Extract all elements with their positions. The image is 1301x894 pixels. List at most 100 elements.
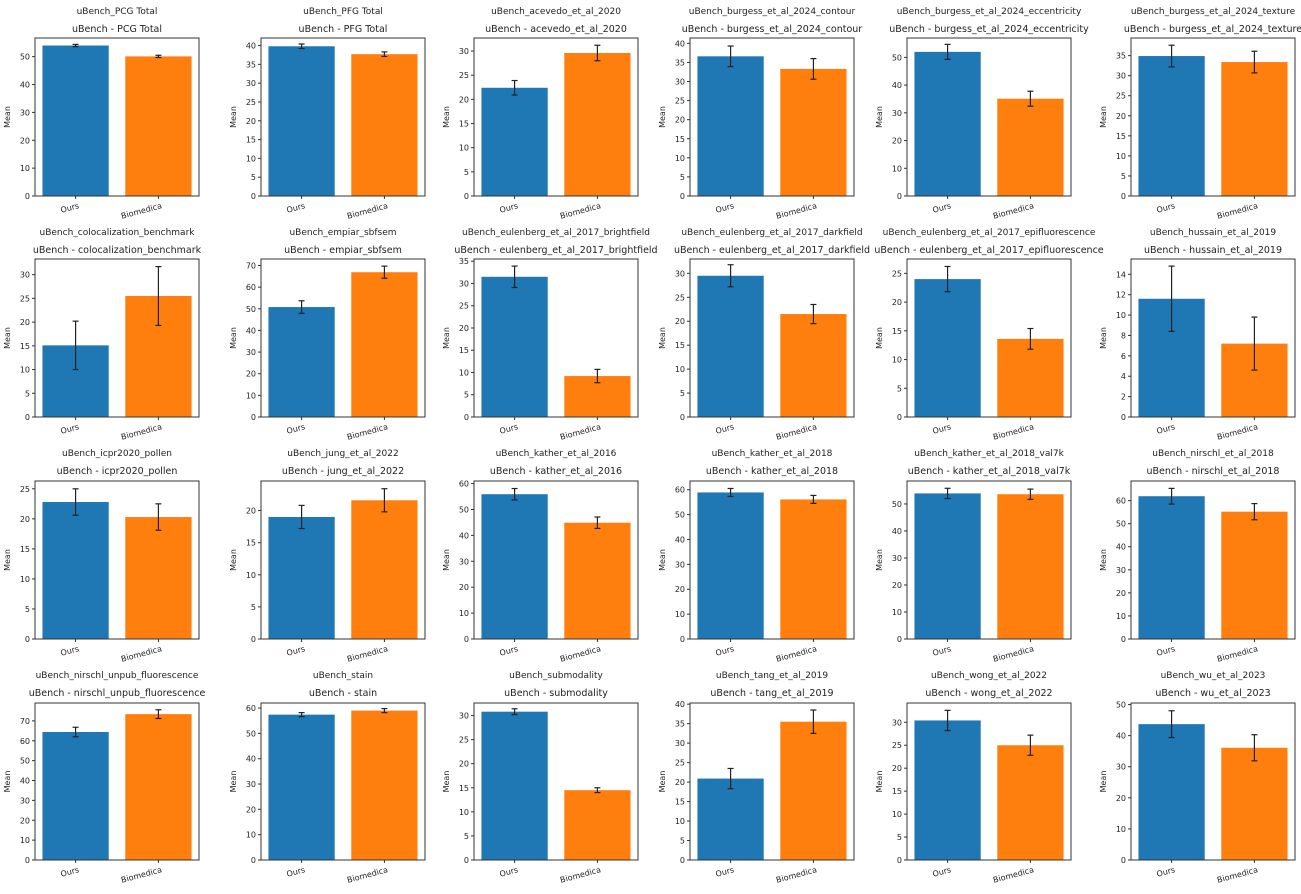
- y-tick-label: 10: [675, 365, 685, 374]
- axes-frame: [906, 702, 1072, 861]
- error-bar: [381, 265, 388, 279]
- error-bar: [944, 709, 951, 732]
- bar-biomedica: [780, 314, 847, 417]
- x-tick-label: Biomedica: [120, 422, 163, 442]
- y-tick-label: 30: [1116, 566, 1126, 575]
- y-tick-label: 5: [897, 833, 902, 842]
- error-bar: [298, 712, 305, 718]
- y-tick-label: 10: [675, 817, 685, 826]
- bar-ours: [1138, 56, 1205, 196]
- error-bar: [1251, 503, 1258, 521]
- y-tick-label: 35: [459, 257, 469, 266]
- y-tick-label: 6: [1121, 352, 1126, 361]
- y-tick-label: 20: [675, 585, 685, 594]
- axes-frame: [906, 258, 1072, 418]
- y-tick-label: 5: [464, 391, 469, 400]
- bar-ours: [697, 492, 764, 639]
- chart-suptitle: uBench_submodality: [509, 671, 603, 681]
- error-bar: [1168, 265, 1175, 332]
- chart-suptitle: uBench_PFG Total: [303, 7, 383, 17]
- error-bar: [1027, 488, 1034, 500]
- y-tick-label: 40: [246, 755, 256, 764]
- y-tick-label: 25: [675, 97, 685, 106]
- bar-biomedica: [564, 52, 631, 196]
- chart-title: uBench - kather_et_al_2016: [490, 466, 622, 477]
- y-axis-label: Mean: [442, 327, 451, 349]
- x-tick-label: Ours: [715, 865, 736, 879]
- x-tick-label: Ours: [932, 201, 953, 215]
- y-tick-label: 15: [892, 787, 902, 796]
- y-tick-label: 15: [892, 327, 902, 336]
- y-tick-label: 0: [897, 192, 902, 201]
- y-axis-label: Mean: [658, 549, 667, 571]
- y-axis-label: Mean: [875, 106, 884, 128]
- bar-ours: [42, 502, 109, 639]
- y-tick-label: 30: [20, 108, 30, 117]
- y-tick-label: 40: [1116, 732, 1126, 741]
- y-tick-label: 50: [892, 500, 902, 509]
- y-tick-label: 50: [20, 757, 30, 766]
- chart-suptitle: uBench_eulenberg_et_al_2017_darkfield: [681, 228, 862, 238]
- x-tick-label: Ours: [1156, 422, 1177, 436]
- y-tick-label: 0: [251, 635, 256, 644]
- y-tick-label: 0: [464, 192, 469, 201]
- y-tick-label: 15: [20, 545, 30, 554]
- axes-frame: [34, 37, 200, 197]
- x-tick-label: Ours: [932, 644, 953, 658]
- y-tick-label: 0: [464, 856, 469, 865]
- chart-suptitle: uBench_empiar_sbfsem: [289, 228, 396, 238]
- chart-panel: uBench_PCG Total uBench - PCG Total 0 10 20 3…: [3, 7, 200, 221]
- x-tick-label: Biomedica: [346, 422, 389, 442]
- x-tick-label: Biomedica: [992, 201, 1035, 221]
- chart-suptitle: uBench_kather_et_al_2018: [712, 449, 833, 459]
- x-tick-label: Ours: [1156, 201, 1177, 215]
- y-tick-label: 10: [459, 808, 469, 817]
- axes-frame: [689, 37, 855, 197]
- bar-biomedica: [1221, 747, 1288, 860]
- y-tick-label: 0: [1121, 635, 1126, 644]
- bar-biomedica: [125, 714, 192, 860]
- chart-panel: uBench_eulenberg_et_al_2017_darkfield uBe…: [658, 228, 870, 442]
- chart-panel: uBench_burgess_et_al_2024_eccentricity uB…: [875, 7, 1089, 221]
- bar-ours: [268, 714, 335, 860]
- error-bar: [1251, 50, 1258, 74]
- y-tick-label: 0: [1121, 192, 1126, 201]
- y-tick-label: 5: [1121, 172, 1126, 181]
- error-bar: [381, 488, 388, 513]
- error-bar: [727, 264, 734, 288]
- error-bar: [810, 303, 817, 325]
- y-tick-label: 40: [20, 81, 30, 90]
- y-axis-label: Mean: [875, 771, 884, 793]
- y-tick-label: 10: [246, 571, 256, 580]
- error-bar: [944, 43, 951, 60]
- bar-ours: [481, 494, 548, 639]
- y-tick-label: 30: [892, 554, 902, 563]
- y-tick-label: 40: [459, 531, 469, 540]
- x-tick-label: Ours: [932, 865, 953, 879]
- axes-frame: [34, 702, 200, 861]
- x-tick-label: Biomedica: [559, 201, 602, 221]
- bar-biomedica: [1221, 62, 1288, 196]
- y-tick-label: 30: [459, 557, 469, 566]
- bar-biomedica: [997, 98, 1064, 196]
- x-tick-label: Ours: [286, 644, 307, 658]
- chart-suptitle: uBench_tang_et_al_2019: [716, 671, 828, 681]
- error-bar: [72, 320, 79, 371]
- y-tick-label: 4: [1121, 372, 1126, 381]
- error-bar: [1251, 316, 1258, 371]
- chart-title: uBench - colocalization_benchmark: [33, 245, 202, 256]
- y-tick-label: 30: [20, 796, 30, 805]
- y-tick-label: 15: [459, 784, 469, 793]
- x-tick-label: Biomedica: [559, 644, 602, 664]
- y-tick-label: 20: [459, 324, 469, 333]
- y-tick-label: 5: [897, 384, 902, 393]
- x-tick-label: Biomedica: [1216, 865, 1259, 885]
- y-tick-label: 5: [680, 837, 685, 846]
- y-axis-label: Mean: [442, 771, 451, 793]
- y-tick-label: 10: [675, 610, 685, 619]
- y-tick-label: 30: [20, 271, 30, 280]
- x-tick-label: Biomedica: [559, 422, 602, 442]
- axes-frame: [260, 702, 426, 861]
- chart-suptitle: uBench_wu_et_al_2023: [1161, 671, 1266, 681]
